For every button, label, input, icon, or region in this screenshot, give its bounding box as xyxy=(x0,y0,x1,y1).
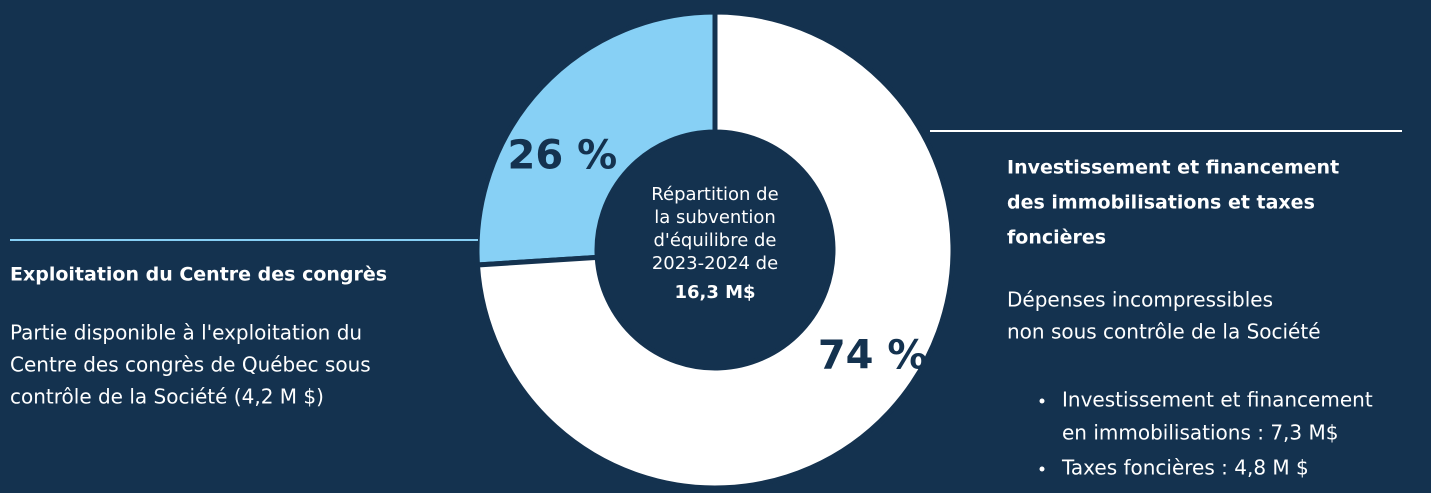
annotation-title: Investissement et financement xyxy=(1007,157,1339,179)
bullet-text: Investissement et financement xyxy=(1062,388,1373,412)
bullet-text: en immobilisations : 7,3 M$ xyxy=(1062,421,1338,445)
annotation-text: Partie disponible à l'exploitation du xyxy=(10,321,362,345)
value-label: 74 % xyxy=(818,333,928,379)
center-text: la subvention xyxy=(654,207,776,228)
annotation-text: non sous contrôle de la Société xyxy=(1007,320,1321,344)
annotation-title: Exploitation du Centre des congrès xyxy=(10,264,387,286)
center-text: 2023-2024 de xyxy=(652,253,778,274)
annotation-text: contrôle de la Société (4,2 M $) xyxy=(10,385,324,409)
annotation-title: des immobilisations et taxes xyxy=(1007,192,1315,214)
bullet xyxy=(1039,398,1045,404)
bullet xyxy=(1039,466,1045,472)
annotation-title: foncières xyxy=(1007,227,1106,249)
value-label: 26 % xyxy=(507,132,617,178)
donut-segment xyxy=(474,9,956,491)
center-text: d'équilibre de xyxy=(653,230,776,251)
annotation-text: Centre des congrès de Québec sous xyxy=(10,353,371,377)
annotation-text: Dépenses incompressibles xyxy=(1007,288,1273,312)
center-text: Répartition de xyxy=(651,184,778,205)
donut-segment xyxy=(474,9,718,268)
bullet-text: Taxes foncières : 4,8 M $ xyxy=(1061,456,1309,480)
center-value: 16,3 M$ xyxy=(674,282,755,303)
